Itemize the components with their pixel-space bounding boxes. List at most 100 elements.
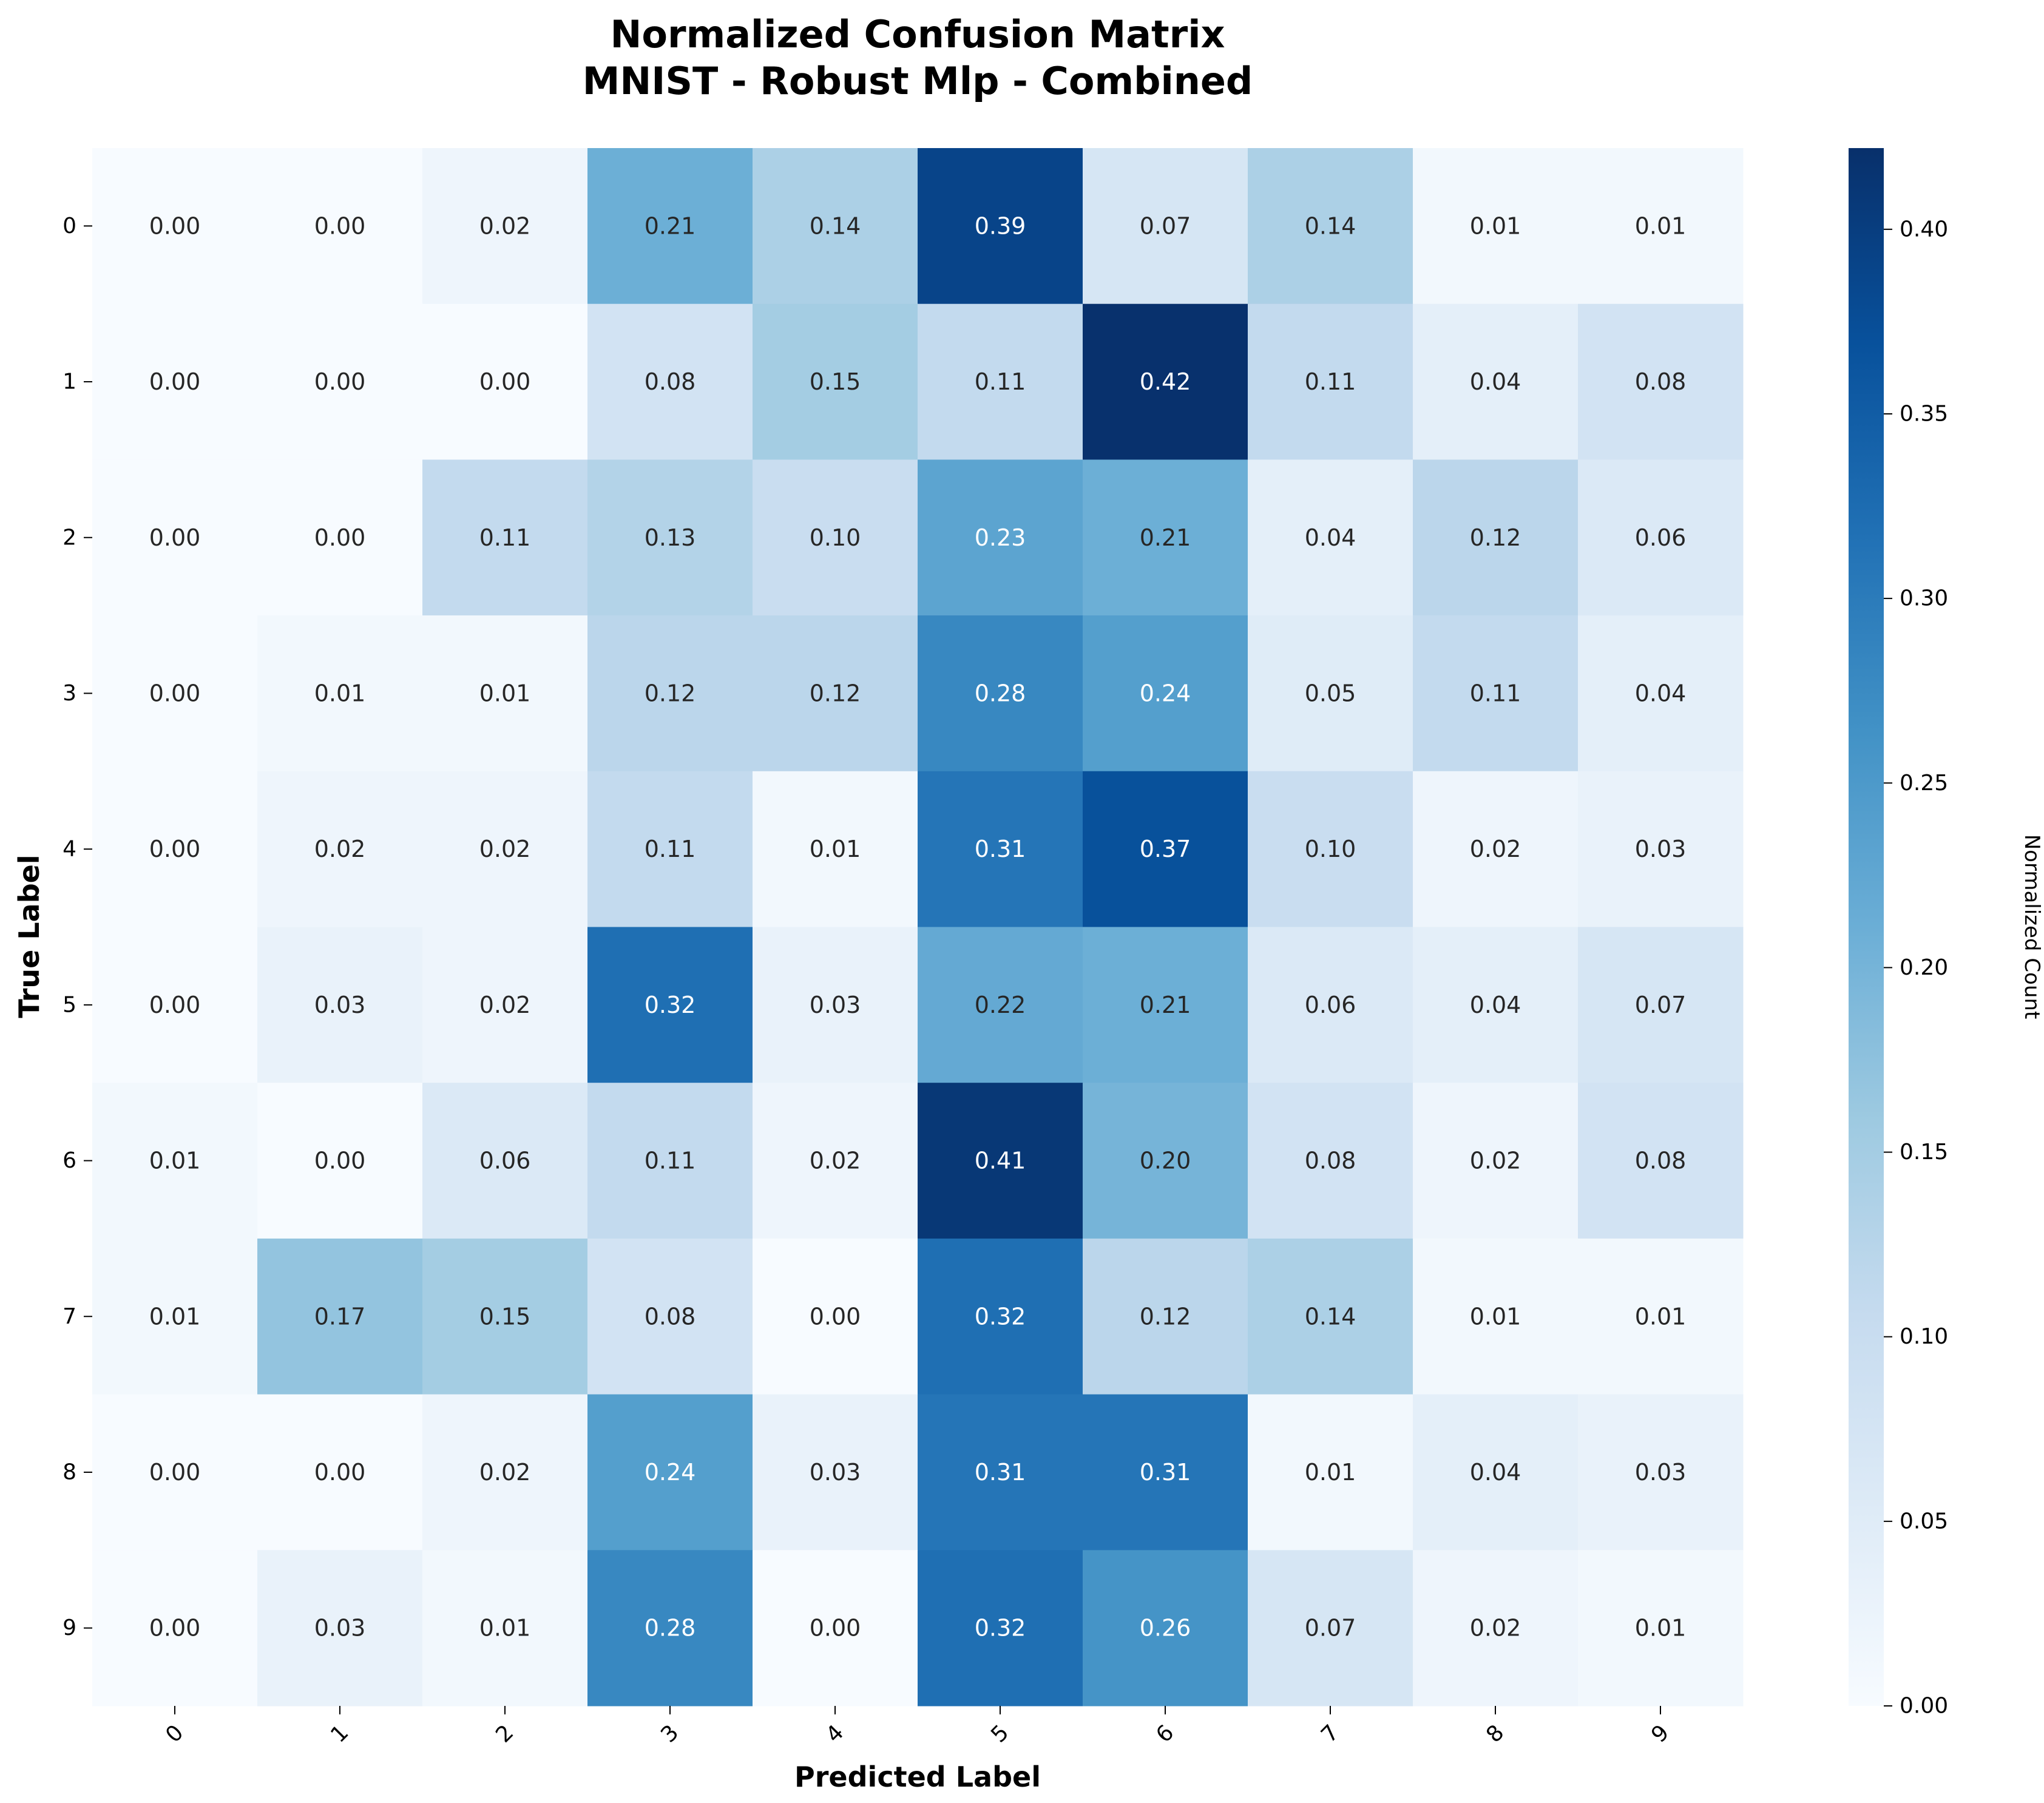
cell-value-label: 0.32: [645, 992, 696, 1018]
cell-value-label: 0.03: [810, 1459, 861, 1486]
cell-value-label: 0.00: [149, 992, 201, 1018]
heatmap-cell: [1083, 459, 1248, 616]
colorbar-tick-label: 0.00: [1900, 1694, 1948, 1719]
cell-value-label: 0.04: [1470, 992, 1521, 1018]
heatmap-cell: [257, 771, 423, 927]
heatmap-cell: [1578, 927, 1744, 1083]
cell-value-label: 0.00: [314, 212, 366, 239]
heatmap-cell: [753, 1394, 918, 1551]
chart-title-line-2: MNIST - Robust Mlp - Combined: [583, 59, 1253, 103]
cell-value-label: 0.11: [1470, 680, 1521, 706]
cell-value-label: 0.28: [645, 1615, 696, 1642]
heatmap-cell: [92, 1238, 258, 1395]
heatmap-cell: [918, 927, 1083, 1083]
cell-value-label: 0.28: [975, 680, 1026, 706]
heatmap-cell: [587, 927, 753, 1083]
cell-value-label: 0.06: [1305, 992, 1356, 1018]
heatmap-cell: [422, 1083, 588, 1239]
heatmap-cell: [92, 148, 258, 305]
cell-value-label: 0.08: [1635, 1148, 1687, 1174]
cell-value-label: 0.11: [1305, 368, 1356, 395]
heatmap-cell: [587, 615, 753, 772]
cell-value-label: 0.00: [314, 1459, 366, 1486]
y-tick-label: 9: [63, 1615, 76, 1640]
cell-value-label: 0.41: [975, 1148, 1026, 1174]
cell-value-label: 0.32: [975, 1615, 1026, 1642]
heatmap-cell: [753, 303, 918, 460]
heatmap-cell: [1248, 148, 1413, 305]
heatmap-cell: [753, 615, 918, 772]
heatmap-cell: [1083, 1394, 1248, 1551]
heatmap-cell: [1413, 1550, 1579, 1707]
heatmap-cell: [1578, 1083, 1744, 1239]
y-tick-label: 1: [63, 370, 76, 394]
y-tick-label: 7: [63, 1304, 76, 1329]
cell-value-label: 0.00: [314, 368, 366, 395]
heatmap-cell: [587, 1238, 753, 1395]
heatmap-cell: [918, 615, 1083, 772]
cell-value-label: 0.00: [314, 524, 366, 551]
cell-value-label: 0.07: [1305, 1615, 1356, 1642]
cell-value-label: 0.01: [1305, 1459, 1356, 1486]
cell-value-label: 0.02: [479, 992, 531, 1018]
cell-value-label: 0.01: [149, 1148, 201, 1174]
cell-value-label: 0.21: [645, 212, 696, 239]
heatmap-cell: [1413, 771, 1579, 927]
cell-value-label: 0.04: [1635, 680, 1687, 706]
cell-value-label: 0.00: [314, 1148, 366, 1174]
cell-value-label: 0.00: [149, 1615, 201, 1642]
cell-value-label: 0.00: [149, 212, 201, 239]
cell-value-label: 0.08: [645, 1303, 696, 1330]
heatmap-cell: [1083, 771, 1248, 927]
cell-value-label: 0.31: [1140, 1459, 1191, 1486]
cell-value-label: 0.12: [1140, 1303, 1191, 1330]
cell-value-label: 0.03: [810, 992, 861, 1018]
heatmap-cell: [1413, 1238, 1579, 1395]
heatmap-cell: [1083, 1083, 1248, 1239]
cell-value-label: 0.08: [1305, 1148, 1356, 1174]
heatmap-cell: [1248, 927, 1413, 1083]
colorbar-tick-label: 0.15: [1900, 1140, 1948, 1165]
heatmap-cell: [1248, 1550, 1413, 1707]
heatmap-cell: [587, 1394, 753, 1551]
cell-value-label: 0.02: [810, 1148, 861, 1174]
heatmap-cell: [587, 148, 753, 305]
cell-value-label: 0.08: [645, 368, 696, 395]
heatmap-cell: [422, 615, 588, 772]
cell-value-label: 0.00: [810, 1303, 861, 1330]
heatmap-cell: [92, 459, 258, 616]
cell-value-label: 0.02: [1470, 1148, 1521, 1174]
heatmap-cell: [753, 459, 918, 616]
cell-value-label: 0.10: [1305, 836, 1356, 862]
heatmap-cell: [1248, 615, 1413, 772]
heatmap-cell: [1578, 1394, 1744, 1551]
heatmap-cell: [587, 303, 753, 460]
cell-value-label: 0.15: [479, 1303, 531, 1330]
heatmap-cell: [587, 459, 753, 616]
cell-value-label: 0.11: [479, 524, 531, 551]
y-tick-label: 6: [63, 1148, 76, 1173]
cell-value-label: 0.08: [1635, 368, 1687, 395]
heatmap-cell: [1578, 1238, 1744, 1395]
colorbar-tick-label: 0.05: [1900, 1509, 1948, 1534]
colorbar-ticks: 0.00 0.05 0.10 0.15 0.20 0.25 0.30 0.35 0.40: [1884, 217, 1948, 1719]
heatmap-cell: [1578, 459, 1744, 616]
heatmap-cell: [918, 148, 1083, 305]
heatmap-cell: [92, 303, 258, 460]
cell-value-label: 0.21: [1140, 524, 1191, 551]
heatmap-cell: [422, 303, 588, 460]
heatmap-cell: [753, 148, 918, 305]
heatmap-cell: [753, 1550, 918, 1707]
y-axis-ticks: 0 1 2 3 4 5 6 7 8 9: [63, 214, 92, 1640]
heatmap-cell: [92, 1394, 258, 1551]
heatmap-cell: [257, 148, 423, 305]
heatmap-cell: [587, 1550, 753, 1707]
cell-value-label: 0.03: [314, 1615, 366, 1642]
cell-value-label: 0.24: [645, 1459, 696, 1486]
heatmap-cell: [92, 927, 258, 1083]
y-tick-label: 8: [63, 1460, 76, 1484]
heatmap-cell: [1083, 1550, 1248, 1707]
heatmap-cell: [918, 1550, 1083, 1707]
cell-value-label: 0.12: [810, 680, 861, 706]
